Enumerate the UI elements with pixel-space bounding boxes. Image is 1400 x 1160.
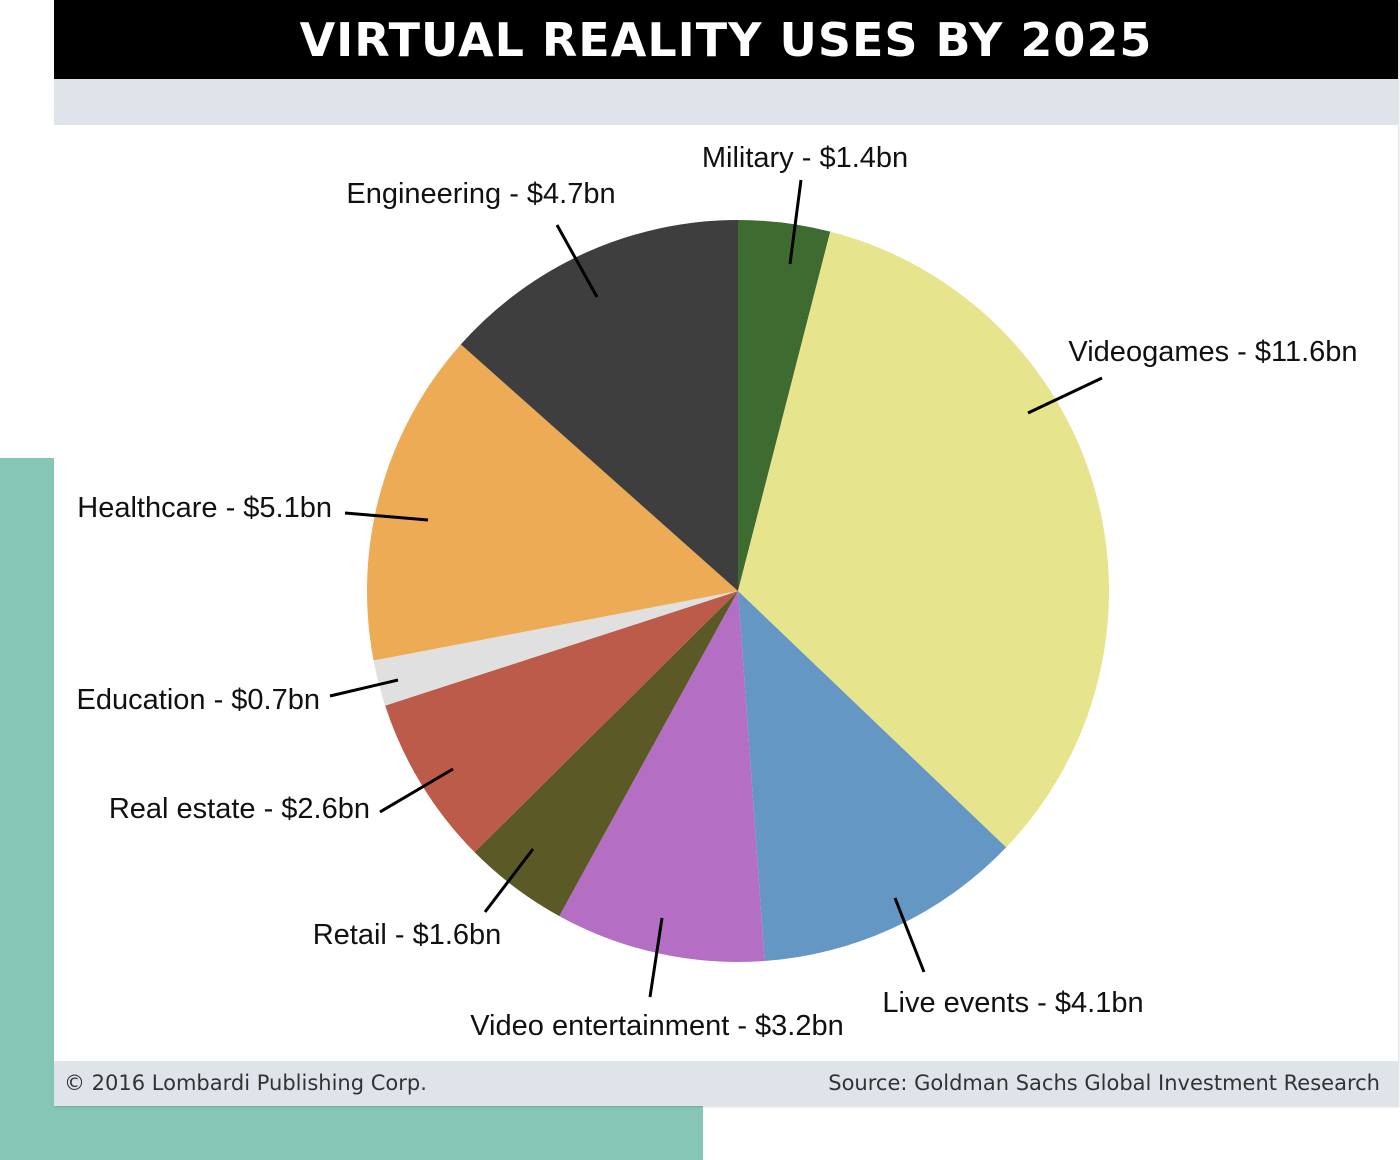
pie-slice-healthcare — [366, 344, 738, 661]
leader-line-real-estate — [379, 767, 454, 814]
leader-line-engineering — [555, 224, 599, 298]
leader-line-videogames — [1027, 376, 1103, 415]
source-text: Source: Goldman Sachs Global Investment … — [828, 1071, 1380, 1095]
leader-line-live-events — [893, 897, 926, 973]
slice-label-real-estate: Real estate - $2.6bn — [109, 793, 370, 825]
copyright-text: © 2016 Lombardi Publishing Corp. — [64, 1071, 427, 1095]
leader-lines — [329, 179, 1103, 998]
leader-line-retail — [483, 848, 535, 913]
slice-label-video-entertainment: Video entertainment - $3.2bn — [470, 1010, 844, 1042]
pie-slice-videogames — [738, 231, 1109, 848]
pie-slices — [366, 220, 1109, 962]
chart-title: VIRTUAL REALITY USES BY 2025 — [54, 0, 1398, 79]
pie-slice-engineering — [460, 220, 738, 591]
pie-slice-live-events — [738, 591, 1007, 962]
pie-slice-retail — [474, 591, 738, 917]
pie-slice-education — [373, 591, 738, 706]
footer-band: © 2016 Lombardi Publishing Corp. Source:… — [54, 1061, 1398, 1106]
pie-slice-video-entertainment — [559, 591, 765, 962]
slice-label-engineering: Engineering - $4.7bn — [346, 178, 615, 210]
leader-line-video-entertainment — [648, 917, 664, 998]
pie-slice-real-estate — [385, 591, 738, 853]
leader-line-military — [788, 179, 803, 265]
pie-slice-military — [738, 220, 831, 591]
slice-label-videogames: Videogames - $11.6bn — [1068, 336, 1357, 368]
slice-label-live-events: Live events - $4.1bn — [882, 987, 1143, 1019]
slice-label-education: Education - $0.7bn — [77, 684, 320, 716]
leader-line-healthcare — [344, 511, 429, 522]
slice-label-retail: Retail - $1.6bn — [313, 919, 502, 951]
slice-labels: Military - $1.4bn Videogames - $11.6bn Liv… — [77, 142, 1358, 1042]
leader-line-education — [329, 678, 399, 698]
slice-label-healthcare: Healthcare - $5.1bn — [77, 492, 332, 524]
title-underband — [54, 79, 1398, 125]
slice-label-military: Military - $1.4bn — [702, 142, 908, 174]
